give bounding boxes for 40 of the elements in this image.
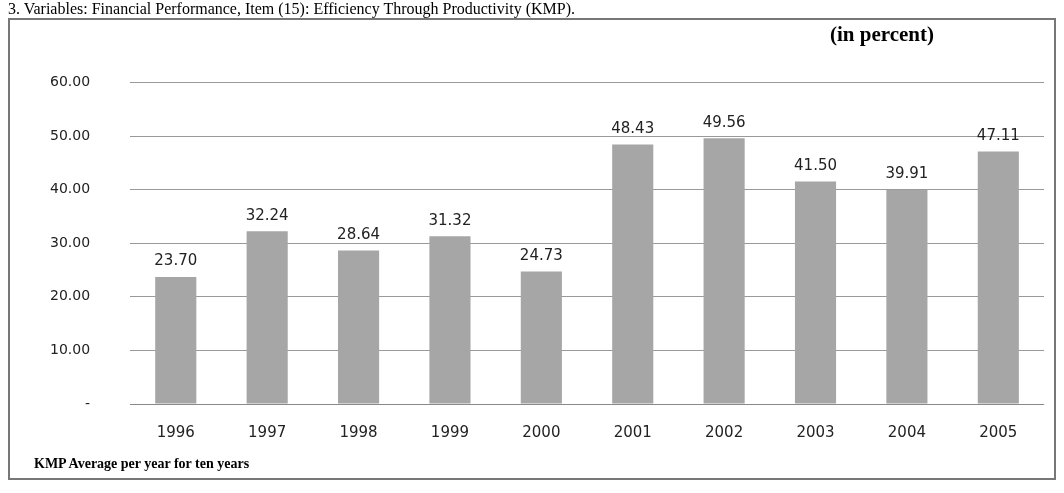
chart-title: 3. Variables: Financial Performance, Item (15): Efficiency Through Productivity (KMP). <box>8 0 576 18</box>
x-tick-label: 2000 <box>522 422 561 441</box>
x-tick-label: 2004 <box>887 422 927 441</box>
data-label: 48.43 <box>611 118 655 137</box>
bar <box>977 151 1019 404</box>
x-tick-label: 1997 <box>248 422 287 441</box>
bar <box>155 276 197 404</box>
data-label: 47.11 <box>976 125 1020 144</box>
data-label: 31.32 <box>428 210 472 229</box>
y-tick-label: 50.00 <box>49 126 91 143</box>
bar <box>886 190 928 404</box>
y-tick-label: 40.00 <box>49 180 91 197</box>
text: KMP Average per year for ten years <box>34 456 250 472</box>
y-tick-label: 20.00 <box>49 287 91 304</box>
y-tick-label: 30.00 <box>49 233 91 250</box>
x-tick-label: 2002 <box>705 422 744 441</box>
bar <box>246 231 288 404</box>
x-tick-label: 2005 <box>979 422 1018 441</box>
data-label: 28.64 <box>337 224 381 243</box>
bar <box>703 138 745 404</box>
x-tick-label: 1999 <box>430 422 470 441</box>
data-label: 23.70 <box>154 251 198 270</box>
y-tick-label: 60.00 <box>49 73 91 90</box>
data-label: 39.91 <box>885 164 929 183</box>
x-tick-label: 1996 <box>156 422 195 441</box>
data-label: 32.24 <box>245 205 289 224</box>
y-tick-label: - <box>85 394 91 411</box>
bar <box>338 250 380 404</box>
x-tick-label: 1998 <box>339 422 378 441</box>
data-label: 24.73 <box>519 245 563 264</box>
data-label: 49.56 <box>702 112 746 131</box>
bar <box>794 181 837 404</box>
bar <box>612 144 654 404</box>
bar <box>520 271 562 404</box>
y-tick-label: 10.00 <box>49 341 91 358</box>
x-tick-label: 2003 <box>796 422 835 441</box>
chart-subtitle: (in percent) <box>829 22 934 47</box>
x-tick-label: 2001 <box>613 422 652 441</box>
bar <box>429 236 471 404</box>
data-label: 41.50 <box>794 155 837 174</box>
